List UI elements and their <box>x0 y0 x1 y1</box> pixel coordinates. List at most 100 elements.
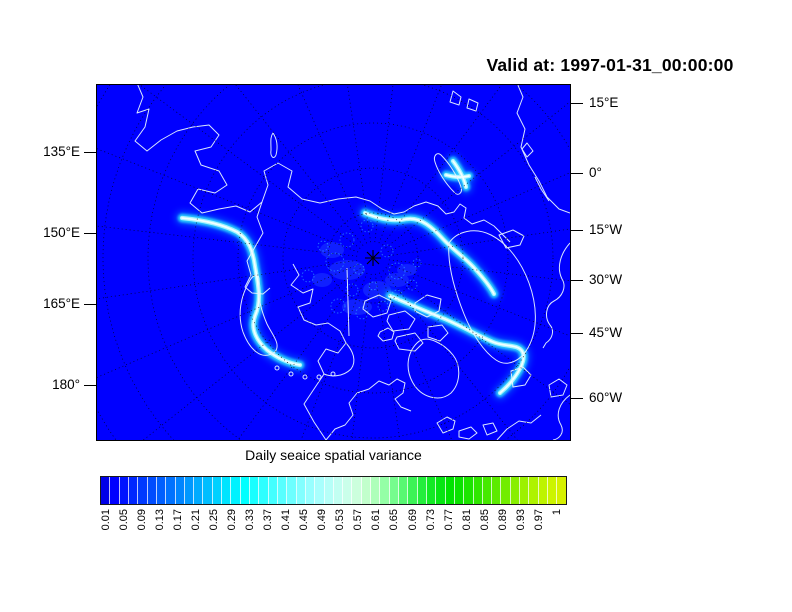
meridian-line <box>385 101 570 249</box>
colorbar-segment <box>408 477 418 504</box>
colorbar-segment <box>101 477 111 504</box>
meridian-line <box>382 270 518 440</box>
colorbar-segment <box>240 477 250 504</box>
colorbar-segment <box>445 477 455 504</box>
colorbar-segment <box>203 477 213 504</box>
colorbar-tick-label: 0.09 <box>135 509 148 531</box>
meridian-line <box>300 272 368 440</box>
colorbar-segment <box>250 477 260 504</box>
colorbar-tick-label: 0.61 <box>370 509 383 531</box>
colorbar-segment <box>352 477 362 504</box>
colorbar-tick-label: 0.93 <box>514 509 527 531</box>
right-axis-tick-label: 15°W <box>589 222 623 237</box>
meridian-line <box>382 85 502 246</box>
colorbar-segment <box>110 477 120 504</box>
colorbar-segment <box>128 477 139 504</box>
north-pole-marker <box>365 250 381 266</box>
meridian-line <box>237 270 364 440</box>
colorbar-tick-label: 0.53 <box>334 509 347 531</box>
colorbar-tick-label: 0.81 <box>460 509 473 531</box>
left-axis-tick-label: 150°E <box>43 225 80 240</box>
colorbar-tick-label: 0.25 <box>207 509 220 531</box>
colorbar-tick-label: 0.57 <box>352 509 365 531</box>
meridian-line <box>142 267 361 440</box>
meridian-line <box>351 273 372 440</box>
coastlines <box>134 85 570 440</box>
colorbar-tick-label: 0.77 <box>442 509 455 531</box>
colorbar-segment <box>212 477 223 504</box>
colorbar-segment <box>492 477 502 504</box>
colorbar-tick-label: 0.01 <box>99 509 112 531</box>
colorbar-segment <box>482 477 493 504</box>
colorbar-tick-label: 0.29 <box>225 509 238 531</box>
colorbar-segment <box>361 477 372 504</box>
arctic-map <box>97 85 570 440</box>
meridian-line <box>374 273 401 440</box>
meridian-line <box>297 85 367 244</box>
colorbar-segment <box>426 477 437 504</box>
colorbar-segment <box>473 477 483 504</box>
right-axis-tick-label: 0° <box>589 165 602 180</box>
colorbar <box>100 476 567 505</box>
meridian-line <box>139 85 361 249</box>
colorbar-tick-label: 1 <box>551 509 563 516</box>
colorbar-segment <box>287 477 297 504</box>
meridian-line <box>97 259 358 300</box>
colorbar-segment <box>194 477 204 504</box>
colorbar-tick-label: 0.89 <box>496 509 509 531</box>
meridian-line <box>97 264 359 378</box>
colorbar-tick-label: 0.21 <box>189 509 202 531</box>
colorbar-tick-label: 0.97 <box>532 509 545 531</box>
colorbar-tick-label: 0.85 <box>478 509 491 531</box>
meridian-line <box>388 259 570 282</box>
colorbar-segment <box>305 477 316 504</box>
colorbar-segment <box>399 477 409 504</box>
central-variance-contours <box>301 219 422 320</box>
right-axis-tick <box>570 102 583 104</box>
colorbar-segment <box>454 477 465 504</box>
meridian-line <box>388 228 570 257</box>
colorbar-segment <box>557 477 566 504</box>
colorbar-tick-label: 0.49 <box>316 509 329 531</box>
colorbar-segment <box>147 477 157 504</box>
meridian-line <box>387 172 570 252</box>
map-frame <box>96 84 571 441</box>
colorbar-segment <box>166 477 176 504</box>
colorbar-tick-label: 0.17 <box>171 509 184 531</box>
colorbar-segment <box>277 477 288 504</box>
latitude-circle <box>192 85 554 439</box>
colorbar-segment <box>510 477 521 504</box>
colorbar-segment <box>184 477 195 504</box>
latitude-circle <box>237 122 509 394</box>
colorbar-segment <box>268 477 278 504</box>
colorbar-tick-label: 0.33 <box>243 509 256 531</box>
colorbar-segment <box>529 477 539 504</box>
right-axis-tick-label: 30°W <box>589 272 623 287</box>
colorbar-segment <box>501 477 511 504</box>
meridian-line <box>387 263 570 337</box>
left-axis-tick-label: 135°E <box>43 144 80 159</box>
left-axis-tick-label: 180° <box>52 377 80 392</box>
right-axis-tick <box>570 279 583 281</box>
colorbar-segment <box>315 477 325 504</box>
right-axis-tick-label: 15°E <box>589 95 619 110</box>
colorbar-tick-label: 0.45 <box>298 509 311 531</box>
meridian-line <box>385 267 570 405</box>
colorbar-segment <box>138 477 148 504</box>
graticule-lines <box>97 85 570 440</box>
colorbar-segment <box>333 477 344 504</box>
colorbar-segment <box>259 477 269 504</box>
colorbar-tick-label: 0.73 <box>424 509 437 531</box>
colorbar-segment <box>119 477 129 504</box>
colorbar-segment <box>231 477 241 504</box>
colorbar-segment <box>222 477 232 504</box>
colorbar-segment <box>520 477 530 504</box>
valid-time-title: Valid at: 1997-01-31_00:00:00 <box>486 55 734 75</box>
colorbar-tick-label: 0.13 <box>153 509 166 531</box>
colorbar-segment <box>538 477 548 504</box>
colorbar-segment <box>175 477 185 504</box>
right-axis-tick-label: 45°W <box>589 325 623 340</box>
meridian-line <box>347 85 372 243</box>
ocean-background <box>97 85 570 440</box>
right-axis-tick <box>570 229 583 231</box>
